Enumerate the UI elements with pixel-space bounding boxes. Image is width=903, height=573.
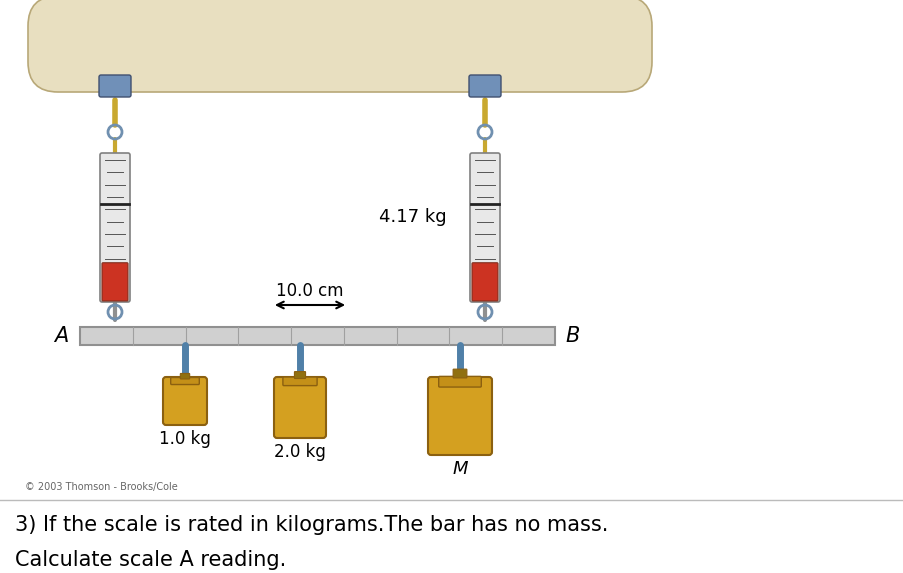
FancyBboxPatch shape (470, 153, 499, 302)
Text: A: A (53, 326, 68, 346)
FancyBboxPatch shape (163, 377, 207, 425)
FancyBboxPatch shape (438, 376, 480, 387)
FancyBboxPatch shape (28, 0, 651, 92)
FancyBboxPatch shape (469, 75, 500, 97)
FancyBboxPatch shape (452, 369, 466, 378)
FancyBboxPatch shape (180, 374, 190, 379)
Text: 1.0 kg: 1.0 kg (159, 430, 210, 448)
Text: M: M (452, 460, 467, 478)
FancyBboxPatch shape (99, 75, 131, 97)
Text: 10.0 cm: 10.0 cm (276, 282, 343, 300)
FancyBboxPatch shape (102, 263, 128, 301)
FancyBboxPatch shape (100, 153, 130, 302)
Text: © 2003 Thomson - Brooks/Cole: © 2003 Thomson - Brooks/Cole (25, 482, 178, 492)
FancyBboxPatch shape (427, 377, 491, 455)
Text: 2.0 kg: 2.0 kg (274, 443, 326, 461)
Text: 3) If the scale is rated in kilograms.The bar has no mass.: 3) If the scale is rated in kilograms.Th… (15, 515, 608, 535)
Text: Calculate scale A reading.: Calculate scale A reading. (15, 550, 286, 570)
FancyBboxPatch shape (294, 371, 305, 379)
Text: B: B (564, 326, 579, 346)
Text: 4.17 kg: 4.17 kg (379, 209, 446, 226)
FancyBboxPatch shape (471, 263, 498, 301)
FancyBboxPatch shape (283, 377, 317, 386)
FancyBboxPatch shape (171, 378, 199, 384)
FancyBboxPatch shape (274, 377, 326, 438)
Bar (79, 327, 554, 345)
